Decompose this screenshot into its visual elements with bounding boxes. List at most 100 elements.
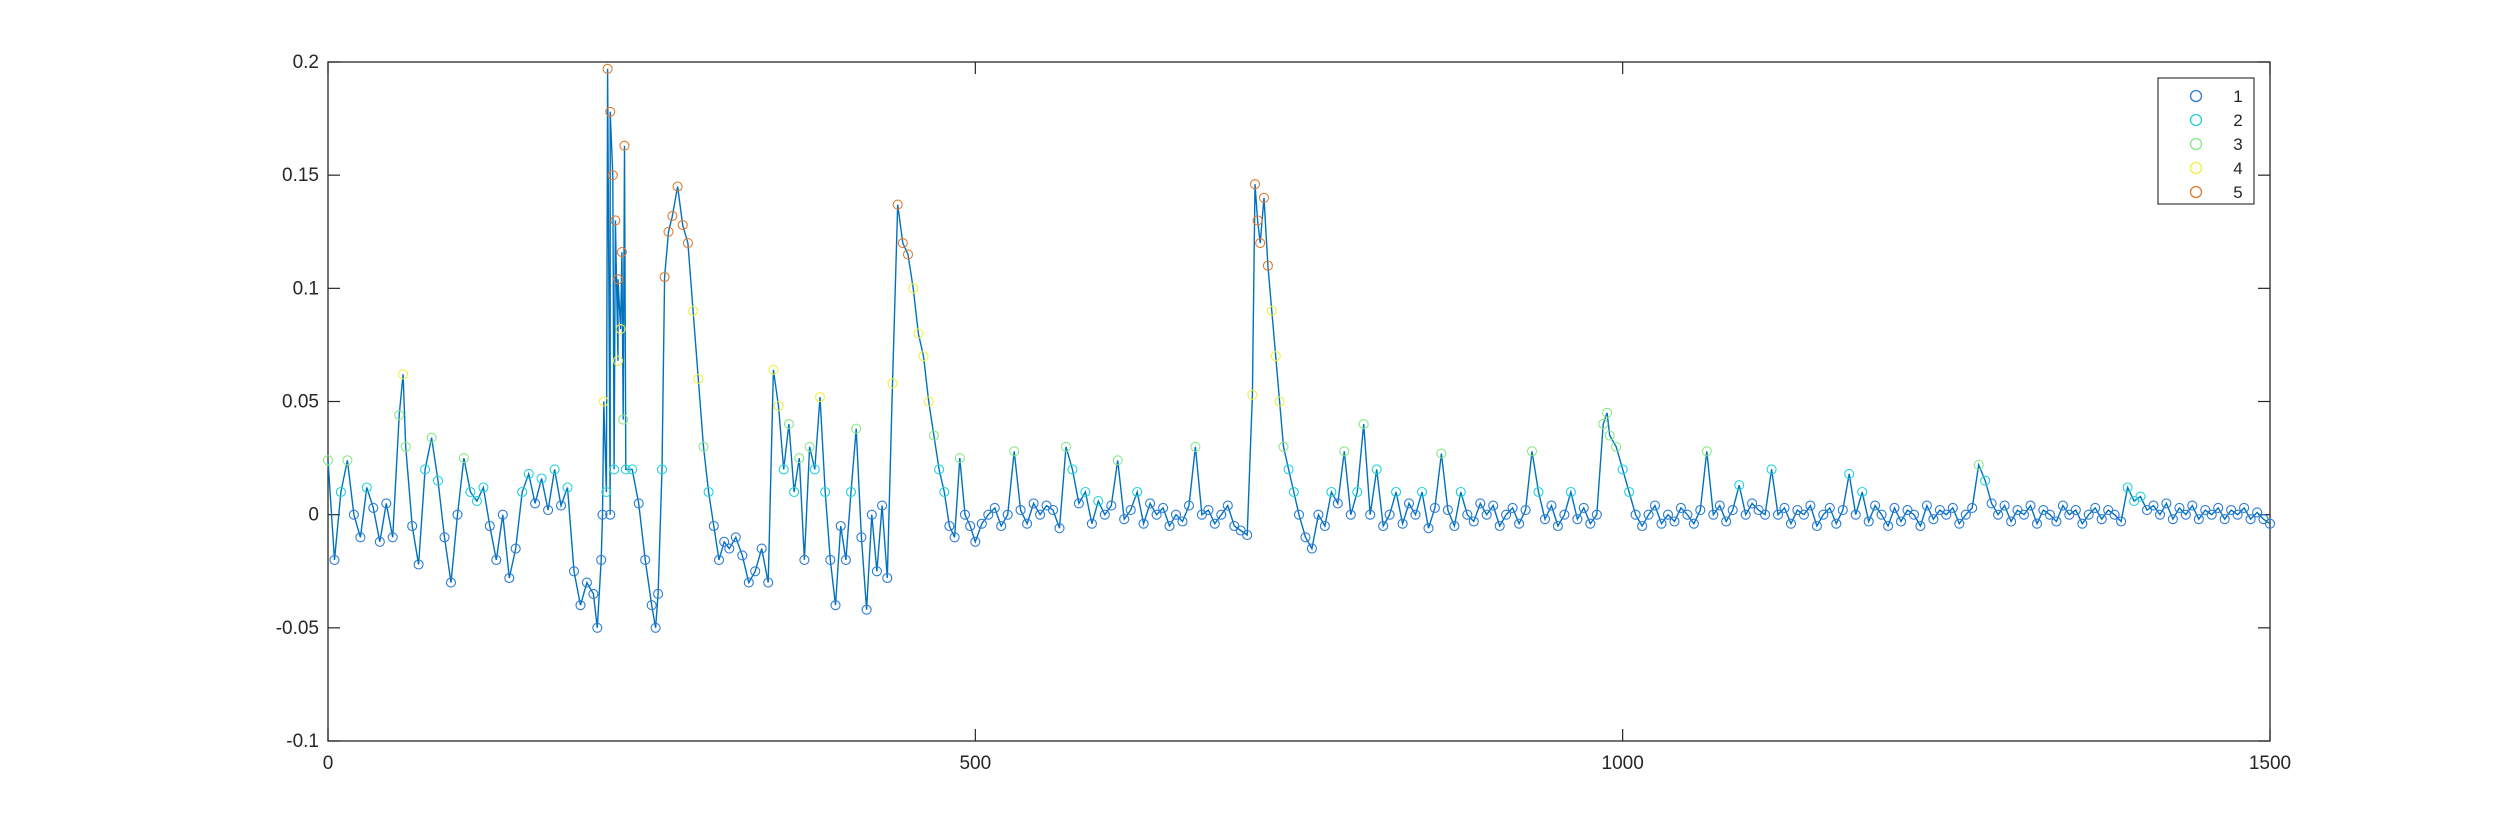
- data-point-marker: [1507, 502, 1518, 513]
- data-point-marker: [908, 283, 919, 294]
- data-point-marker: [1391, 486, 1402, 498]
- data-point-marker: [1067, 464, 1078, 475]
- data-point-marker: [1863, 516, 1874, 527]
- data-point-marker: [887, 378, 898, 389]
- legend-marker: [2189, 137, 2203, 151]
- data-point-marker: [2213, 502, 2224, 513]
- data-point-marker: [703, 486, 714, 498]
- data-point-marker: [1106, 500, 1117, 511]
- data-point-marker: [1889, 502, 1900, 513]
- data-point-marker: [478, 482, 489, 493]
- data-point-marker: [2245, 514, 2256, 525]
- data-point-marker: [1552, 520, 1563, 532]
- data-point-marker: [1630, 509, 1641, 520]
- data-point-marker: [1145, 498, 1156, 509]
- data-point-marker: [1721, 516, 1732, 527]
- data-point-marker: [1378, 520, 1389, 532]
- data-point-marker: [1429, 502, 1440, 513]
- y-tick-label: 0.2: [293, 52, 319, 73]
- y-tick-label: -0.05: [276, 618, 319, 639]
- data-point-marker: [322, 455, 334, 466]
- data-point-marker: [1319, 520, 1330, 532]
- data-point-marker: [640, 554, 651, 565]
- data-point-marker: [719, 536, 730, 547]
- data-point-marker: [1980, 475, 1991, 486]
- data-point-marker: [407, 520, 418, 532]
- data-point-marker: [2264, 518, 2276, 529]
- data-point-marker: [928, 430, 939, 441]
- data-point-marker: [2090, 502, 2101, 513]
- data-point-marker: [335, 486, 346, 498]
- data-point-marker: [923, 396, 934, 407]
- data-point-marker: [1811, 520, 1822, 532]
- data-point-marker: [581, 577, 592, 588]
- data-point-marker: [1734, 480, 1745, 491]
- data-point-marker: [1915, 520, 1926, 532]
- data-point-marker: [1416, 486, 1428, 498]
- data-point-marker: [2232, 509, 2243, 520]
- data-point-marker: [1468, 516, 1479, 527]
- data-point-marker: [413, 559, 424, 570]
- data-point-marker: [432, 475, 444, 486]
- data-point-marker: [1481, 509, 1492, 520]
- data-point-marker: [426, 432, 437, 443]
- data-point-marker: [1565, 486, 1576, 498]
- legend-label: 5: [2233, 183, 2242, 202]
- data-point-marker: [592, 622, 603, 633]
- data-point-marker: [1837, 505, 1848, 516]
- data-point-marker: [588, 588, 599, 599]
- data-point-marker: [1617, 464, 1628, 475]
- data-point-marker: [484, 520, 495, 532]
- data-point-marker: [1099, 509, 1110, 520]
- data-point-marker: [1190, 441, 1201, 452]
- legend-box: [2157, 77, 2255, 205]
- data-point-marker: [1449, 520, 1460, 532]
- data-point-marker: [612, 355, 624, 366]
- data-point-marker: [1598, 419, 1609, 430]
- data-point-marker: [2206, 509, 2217, 520]
- data-point-marker: [983, 509, 994, 520]
- data-point-marker: [789, 486, 800, 498]
- data-point-marker: [756, 543, 767, 554]
- data-point-marker: [1514, 518, 1525, 529]
- data-point-marker: [778, 464, 789, 475]
- data-point-marker: [1358, 419, 1369, 430]
- data-point-marker: [1779, 502, 1790, 513]
- legend-marker: [2189, 89, 2203, 103]
- data-point-marker: [1222, 500, 1233, 511]
- data-point-marker: [1559, 509, 1570, 520]
- data-point-marker: [825, 554, 836, 565]
- data-point-marker: [627, 464, 638, 475]
- data-point-marker: [374, 536, 385, 547]
- data-point-marker: [1688, 518, 1699, 529]
- data-point-marker: [1288, 486, 1299, 498]
- legend-marker: [2189, 113, 2203, 127]
- data-point-marker: [672, 181, 683, 192]
- data-point-marker: [1701, 446, 1712, 457]
- data-point-marker: [394, 410, 405, 421]
- data-point-marker: [1604, 430, 1615, 441]
- data-point-marker: [918, 351, 929, 362]
- data-point-marker: [1494, 520, 1505, 532]
- data-point-marker: [605, 509, 616, 520]
- data-point-marker: [856, 532, 867, 543]
- data-point-marker: [1035, 509, 1046, 520]
- data-point-marker: [1844, 468, 1855, 479]
- data-point-marker: [663, 226, 674, 237]
- data-point-marker: [1262, 260, 1273, 271]
- data-point-marker: [1242, 529, 1253, 541]
- plot-area: [327, 61, 2271, 742]
- y-tick-label: -0.1: [286, 731, 319, 752]
- data-point-marker: [601, 486, 612, 498]
- data-point-marker: [387, 532, 398, 543]
- data-point-marker: [913, 328, 924, 339]
- data-point-marker: [1086, 518, 1097, 529]
- legend-label: 2: [2233, 111, 2242, 130]
- data-point-marker: [2083, 509, 2094, 520]
- tick-labels: 0 500 1000 1500 -0.1 -0.05 0 0.05 0.1 0.15 0.2: [276, 52, 2291, 774]
- data-point-marker: [1850, 509, 1861, 520]
- y-tick-label: 0: [308, 505, 319, 526]
- data-point-marker: [1798, 509, 1809, 520]
- data-point-marker: [851, 423, 862, 434]
- data-point-marker: [2006, 516, 2017, 527]
